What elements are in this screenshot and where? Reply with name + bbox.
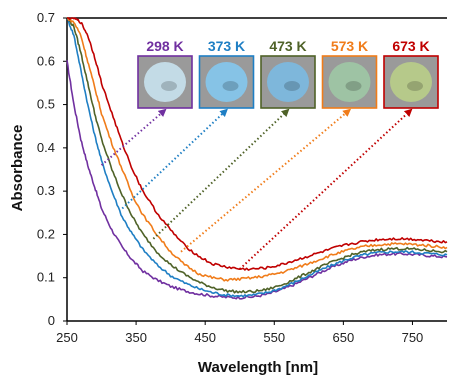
sample-powder bbox=[328, 62, 371, 102]
x-tick-label: 450 bbox=[194, 330, 216, 345]
sample-powder bbox=[390, 62, 432, 102]
dotted-arrow bbox=[121, 108, 228, 210]
sample-shadow bbox=[222, 81, 239, 91]
y-tick-label: 0.3 bbox=[37, 183, 55, 198]
y-axis-title: Absorbance bbox=[9, 125, 26, 212]
x-tick-label: 250 bbox=[56, 330, 78, 345]
series-line-298-k bbox=[66, 60, 448, 300]
temperature-label: 373 K bbox=[208, 38, 245, 54]
series-lines bbox=[66, 17, 448, 300]
y-tick-label: 0.2 bbox=[37, 226, 55, 241]
y-tick-label: 0.6 bbox=[37, 53, 55, 68]
temperature-label: 298 K bbox=[146, 38, 183, 54]
y-tick-label: 0.1 bbox=[37, 270, 55, 285]
temperature-label: 673 K bbox=[392, 38, 429, 54]
y-tick-label: 0.7 bbox=[37, 10, 55, 25]
x-tick-label: 750 bbox=[402, 330, 424, 345]
series-line-673-k bbox=[67, 17, 448, 271]
series-line-373-k bbox=[66, 18, 448, 298]
series-line-573-k bbox=[66, 17, 448, 282]
axes: 0 0.1 0.2 0.3 0.4 0.5 0.6 0.7 250 350 450 550 650 750 bbox=[37, 10, 447, 345]
y-tick-label: 0.5 bbox=[37, 97, 55, 112]
sample-shadow bbox=[345, 81, 362, 91]
x-axis-title: Wavelength [nm] bbox=[198, 359, 318, 376]
sample-powder bbox=[267, 62, 309, 102]
sample-powder bbox=[144, 62, 186, 102]
sample-shadow bbox=[161, 81, 177, 91]
sample-powder bbox=[205, 62, 248, 102]
dotted-arrow bbox=[180, 108, 352, 253]
x-tick-label: 550 bbox=[263, 330, 285, 345]
temperature-label: 473 K bbox=[269, 38, 306, 54]
temperature-label: 573 K bbox=[331, 38, 368, 54]
sample-shadow bbox=[284, 81, 300, 91]
dotted-arrow bbox=[239, 108, 413, 270]
series-line-473-k bbox=[67, 17, 448, 294]
y-tick-label: 0 bbox=[48, 313, 55, 328]
dotted-arrow bbox=[152, 108, 290, 240]
x-tick-label: 350 bbox=[125, 330, 147, 345]
sample-shadow bbox=[407, 81, 423, 91]
dotted-arrow bbox=[100, 108, 167, 166]
sample-photos: 298 K 373 K 473 K 573 K 673 K bbox=[100, 38, 439, 270]
y-tick-label: 0.4 bbox=[37, 140, 55, 155]
x-tick-label: 650 bbox=[333, 330, 355, 345]
